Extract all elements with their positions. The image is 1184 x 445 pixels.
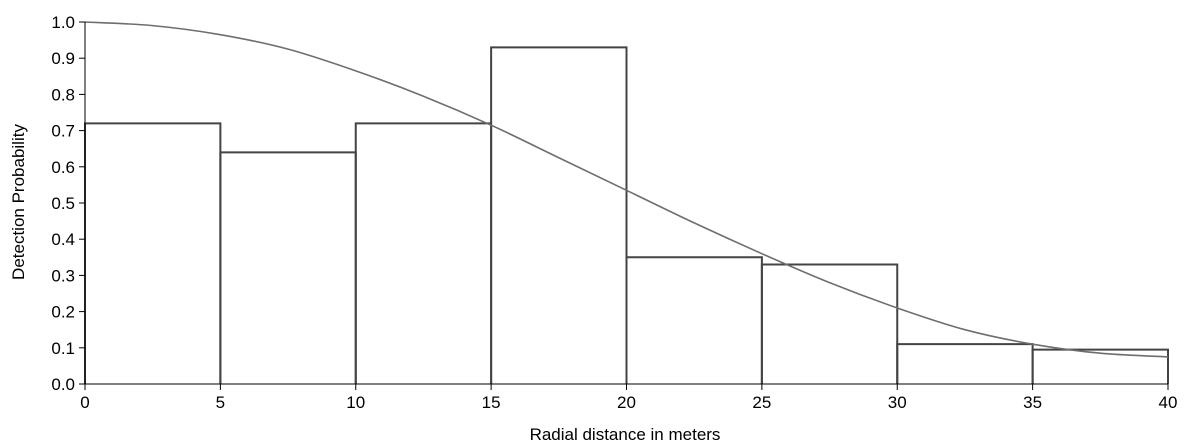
histogram-bar-2 bbox=[354, 122, 493, 384]
x-tick-label: 5 bbox=[216, 393, 225, 412]
y-axis-ticks: 0.0 0.1 0.2 0.3 0.4 0.5 0.6 0.7 0.8 0.9 1.0 bbox=[51, 13, 85, 394]
x-tick-label: 30 bbox=[888, 393, 907, 412]
histogram-bar-4 bbox=[625, 256, 763, 384]
y-tick-label: 1.0 bbox=[51, 13, 75, 32]
x-tick-label: 10 bbox=[346, 393, 365, 412]
y-tick-label: 0.1 bbox=[51, 339, 75, 358]
y-axis-title: Detection Probability bbox=[9, 124, 28, 280]
y-tick-label: 0.9 bbox=[51, 49, 75, 68]
x-tick-label: 35 bbox=[1023, 393, 1042, 412]
histogram-bar-1 bbox=[219, 151, 357, 384]
histogram-bar-7 bbox=[1031, 348, 1169, 384]
y-tick-label: 0.5 bbox=[51, 194, 75, 213]
histogram-bar-6 bbox=[896, 343, 1034, 384]
y-tick-label: 0.6 bbox=[51, 158, 75, 177]
y-tick-label: 0.2 bbox=[51, 303, 75, 322]
y-tick-label: 0.0 bbox=[51, 375, 75, 394]
y-tick-label: 0.7 bbox=[51, 122, 75, 141]
y-tick-label: 0.3 bbox=[51, 266, 75, 285]
x-tick-label: 40 bbox=[1159, 393, 1178, 412]
detection-function-curve bbox=[84, 21, 1169, 358]
y-tick-label: 0.8 bbox=[51, 85, 75, 104]
x-tick-label: 15 bbox=[482, 393, 501, 412]
x-tick-label: 0 bbox=[80, 393, 89, 412]
histogram-bar-5 bbox=[760, 263, 899, 384]
x-axis-ticks: 0 5 10 15 20 25 30 35 40 bbox=[80, 384, 1177, 412]
x-tick-label: 25 bbox=[752, 393, 771, 412]
fitted-curve-layer bbox=[84, 21, 1169, 358]
x-tick-label: 20 bbox=[617, 393, 636, 412]
histogram-bar-0 bbox=[84, 122, 222, 384]
histogram-bars bbox=[84, 46, 1169, 384]
x-axis-title: Radial distance in meters bbox=[530, 425, 721, 444]
histogram-bar-3 bbox=[490, 46, 628, 384]
y-tick-label: 0.4 bbox=[51, 230, 75, 249]
